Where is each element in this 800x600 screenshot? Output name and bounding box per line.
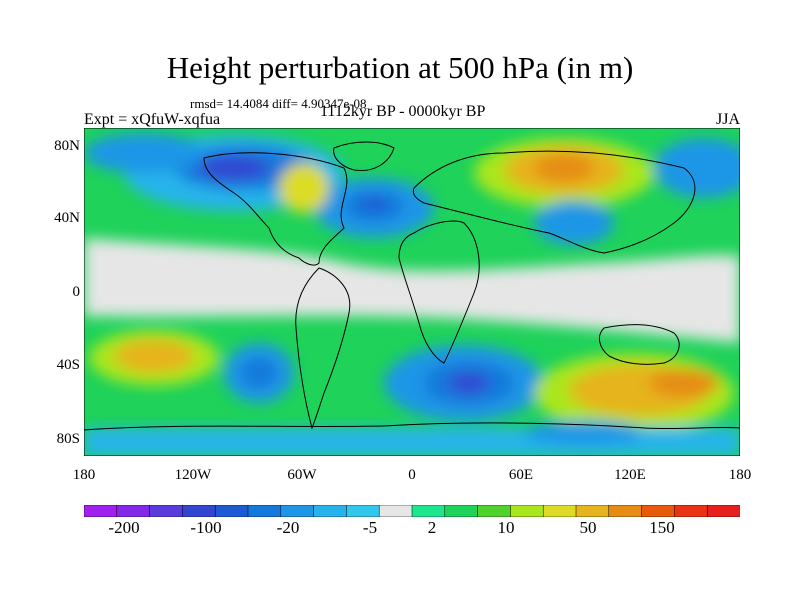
- colorbar-swatch: [116, 505, 151, 517]
- lon-tick-120w: 120W: [174, 467, 212, 483]
- colorbar-swatch: [510, 505, 544, 517]
- colorbar-label-2: 2: [427, 518, 437, 537]
- colorbar-swatch: [84, 505, 118, 517]
- lon-tick-180e: 180: [728, 467, 752, 483]
- lon-tick-120e: 120E: [614, 467, 646, 483]
- lat-tick-80s: 80S: [56, 431, 80, 447]
- perturbation-field: [84, 133, 740, 456]
- colorbar-label-minus100: -100: [190, 518, 222, 537]
- colorbar-label-150: 150: [649, 518, 675, 537]
- colorbar-swatch: [280, 505, 315, 517]
- colorbar-label-10: 10: [497, 518, 515, 537]
- lon-tick-60w: 60W: [287, 467, 317, 483]
- colorbar-swatch: [411, 505, 446, 517]
- colorbar-swatch: [182, 505, 216, 517]
- colorbar-swatch: [214, 505, 249, 517]
- lat-tick-40s: 40S: [56, 357, 80, 373]
- colorbar-swatch: [641, 505, 675, 517]
- colorbar-swatch: [378, 505, 413, 517]
- colorbar-label-minus200: -200: [108, 518, 140, 537]
- colorbar-swatch: [608, 505, 643, 517]
- colorbar-label-minus20: -20: [276, 518, 300, 537]
- lon-tick-0: 0: [408, 467, 416, 483]
- lat-tick-80n: 80N: [54, 138, 80, 154]
- height-perturbation-map: [84, 128, 740, 456]
- colorbar-swatch: [346, 505, 380, 517]
- experiment-label: Expt = xQfuW-xqfua: [84, 111, 221, 128]
- colorbar-label-50: 50: [579, 518, 597, 537]
- lon-tick-60e: 60E: [508, 467, 534, 483]
- colorbar-swatch: [674, 505, 708, 517]
- plot-title: Height perturbation at 500 hPa (in m): [166, 50, 634, 85]
- colorbar-swatch: [575, 505, 610, 517]
- lat-tick-0: 0: [72, 284, 81, 300]
- colorbar-swatch: [542, 505, 577, 517]
- lon-tick-180w: 180: [72, 467, 96, 483]
- coastlines: [84, 141, 740, 431]
- colorbar-swatch: [444, 505, 479, 517]
- lat-tick-40n: 40N: [54, 210, 80, 226]
- colorbar-swatch: [149, 505, 183, 517]
- colorbar-label-minus5: -5: [362, 518, 378, 537]
- time-difference-label: 1112kyr BP - 0000kyr BP: [320, 103, 486, 120]
- colorbar-swatch: [247, 505, 282, 517]
- season-label: JJA: [716, 111, 741, 128]
- colorbar: [84, 505, 740, 517]
- colorbar-swatch: [477, 505, 511, 517]
- colorbar-swatch: [706, 505, 740, 517]
- colorbar-swatch: [313, 505, 347, 517]
- rmsd-diff-label: rmsd= 14.4084 diff= 4.90347e-08: [190, 96, 367, 111]
